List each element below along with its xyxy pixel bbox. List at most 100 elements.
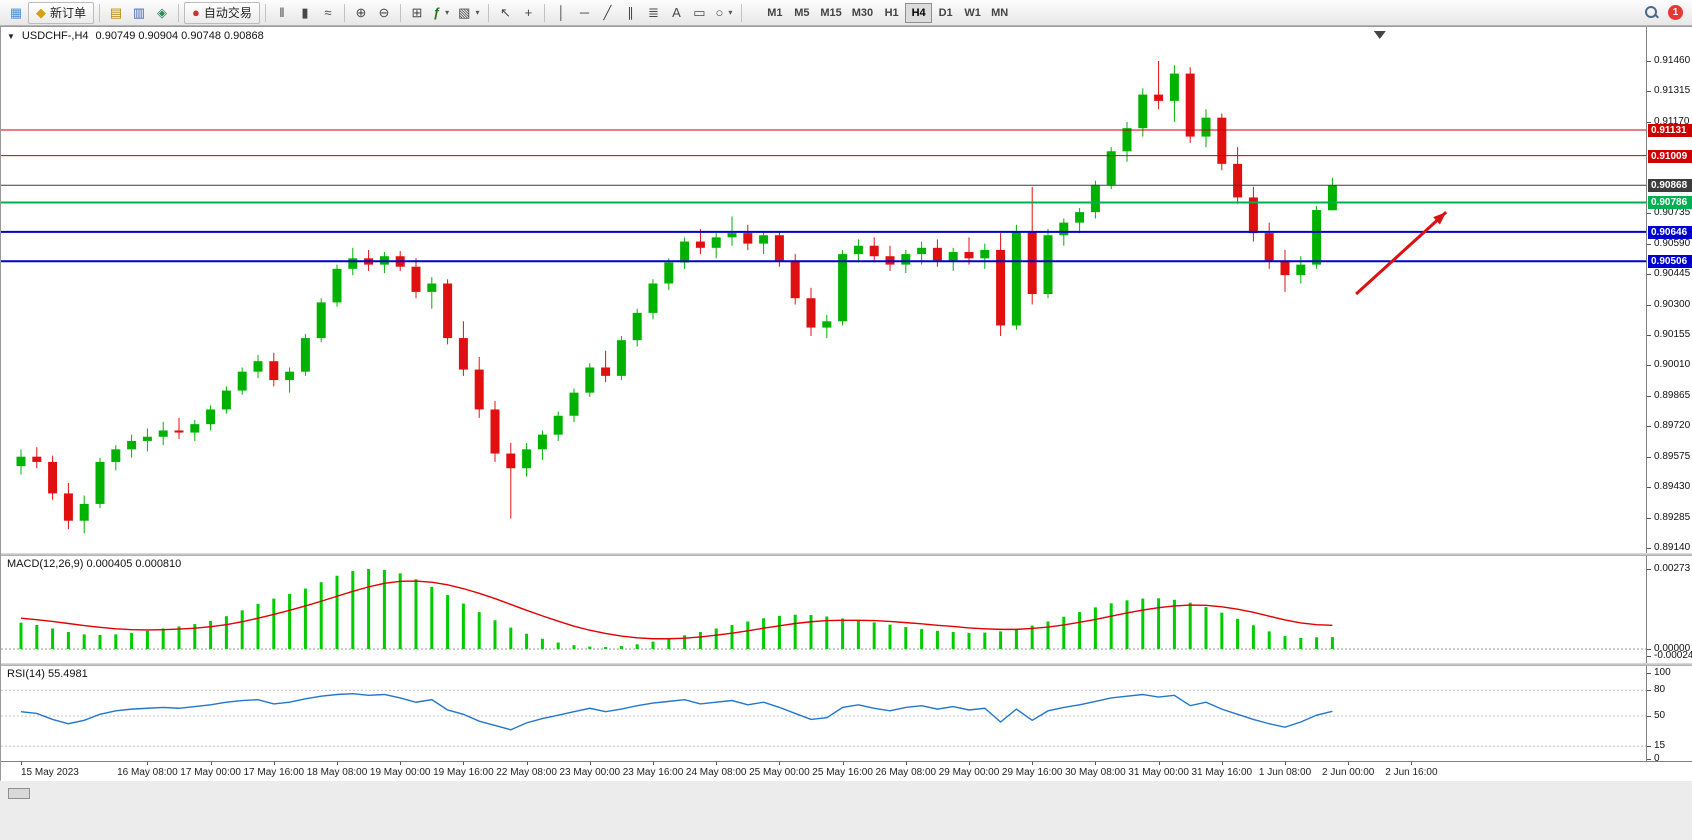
navigator-button[interactable]: ◈	[151, 2, 173, 24]
macd-histogram-bar	[967, 632, 971, 649]
time-axis-tick	[1221, 762, 1223, 765]
toolbar-separator	[178, 3, 180, 22]
time-axis-label: 19 May 00:00	[369, 767, 431, 778]
indicators-button[interactable]: ƒ ▾	[429, 2, 453, 24]
candle-body	[1280, 260, 1290, 276]
timeframe-button-m1[interactable]: M1	[761, 3, 788, 23]
rsi-axis-tick	[1647, 716, 1651, 717]
price-level-badge[interactable]: 0.90506	[1648, 255, 1692, 269]
timeframe-button-w1[interactable]: W1	[959, 3, 986, 23]
macd-histogram-bar	[1125, 600, 1129, 649]
macd-histogram-bar	[951, 632, 955, 649]
panel-splitter[interactable]	[1, 663, 1692, 666]
timeframe-button-m5[interactable]: M5	[788, 3, 815, 23]
profiles-button[interactable]: ▤	[105, 2, 127, 24]
candle-body	[269, 361, 279, 381]
label-tool-button[interactable]: ▭	[688, 2, 710, 24]
time-axis-label: 17 May 16:00	[243, 767, 305, 778]
candle-body	[1011, 231, 1021, 326]
time-axis[interactable]: 15 May 2023 16 May 08:00 17 May 00:00 17 Ma…	[1, 761, 1692, 781]
macd-histogram-bar	[1236, 618, 1240, 649]
notification-badge[interactable]: 1	[1668, 5, 1683, 20]
timeframe-button-m30[interactable]: M30	[847, 3, 878, 23]
trendline-tool-button[interactable]: ╱	[596, 2, 618, 24]
autotrade-button[interactable]: ● 自动交易	[184, 1, 260, 24]
indicators-icon: ƒ	[432, 5, 441, 20]
price-level-badge[interactable]: 0.91009	[1648, 149, 1692, 163]
vertical-line-tool-button[interactable]: │	[550, 2, 572, 24]
time-axis-tick	[1095, 762, 1097, 765]
price-level-badge[interactable]: 0.91131	[1648, 124, 1692, 138]
chart-menu-icon[interactable]: ▼	[7, 31, 15, 41]
price-tick-mark	[1647, 517, 1651, 519]
shapes-tool-button[interactable]: ○ ▾	[711, 2, 736, 24]
timeframe-button-h1[interactable]: H1	[878, 3, 905, 23]
crosshair-button[interactable]: +	[517, 2, 539, 24]
rsi-canvas[interactable]	[1, 666, 1646, 761]
new-order-button[interactable]: ◆ 新订单	[28, 1, 95, 24]
data-window-button[interactable]: ▥	[128, 2, 150, 24]
h-scrollbar-thumb[interactable]	[8, 788, 30, 799]
price-level-badge[interactable]: 0.90786	[1648, 196, 1692, 210]
horizontal-line-tool-button[interactable]: ─	[573, 2, 595, 24]
trend-arrow-head[interactable]	[1433, 212, 1447, 225]
candle-body	[932, 247, 942, 261]
templates-icon: ▧	[458, 5, 471, 20]
zoom-in-button[interactable]: ⊕	[350, 2, 372, 24]
fibonacci-icon: ≣	[648, 5, 659, 20]
candle-body	[664, 262, 674, 284]
price-tick-label: 0.90300	[1654, 298, 1691, 310]
ohlc-bars-button[interactable]: ‖	[271, 2, 293, 24]
timeframe-button-h4[interactable]: H4	[905, 2, 933, 23]
time-axis-tick	[21, 762, 22, 765]
candlestick-mode-button[interactable]: ▮	[294, 2, 316, 24]
timeframe-button-d1[interactable]: D1	[932, 3, 959, 23]
candle-body	[1090, 184, 1100, 213]
macd-histogram-bar	[572, 645, 576, 649]
candle-body	[1185, 73, 1195, 137]
macd-histogram-bar	[256, 603, 260, 649]
time-axis-tick	[337, 762, 338, 765]
cursor-button[interactable]: ↖	[494, 2, 516, 24]
new-order-icon: ◆	[36, 5, 46, 20]
time-axis-tick	[273, 762, 275, 765]
price-axis[interactable]: 0.91460 0.91315 0.91170 0.90735 0.90590 0.904…	[1646, 27, 1692, 764]
price-level-badge[interactable]: 0.90868	[1648, 179, 1692, 193]
time-axis-label: 15 May 2023	[21, 767, 79, 778]
macd-histogram-bar	[540, 638, 544, 649]
rsi-axis-tick	[1647, 673, 1651, 674]
zoom-out-button[interactable]: ⊖	[373, 2, 395, 24]
panel-splitter[interactable]	[1, 553, 1692, 556]
tile-windows-icon: ⊞	[411, 5, 423, 20]
candle-body	[348, 258, 358, 269]
macd-histogram-bar	[825, 616, 829, 649]
chart-shift-marker[interactable]	[1373, 31, 1386, 39]
templates-button[interactable]: ▧ ▾	[454, 2, 483, 24]
candle-body	[221, 390, 231, 410]
rsi-axis-tick	[1647, 690, 1651, 692]
candle-body	[774, 235, 784, 261]
candle-body	[743, 233, 753, 244]
time-axis-label: 18 May 08:00	[306, 767, 368, 778]
candle-body	[790, 260, 800, 299]
macd-canvas[interactable]	[1, 556, 1646, 663]
macd-histogram-bar	[888, 624, 892, 649]
fibonacci-tool-button[interactable]: ≣	[642, 2, 664, 24]
timeframe-button-mn[interactable]: MN	[986, 3, 1013, 23]
macd-histogram-bar	[904, 627, 908, 649]
time-axis-tick	[1032, 762, 1034, 765]
candle-body	[822, 321, 832, 328]
macd-histogram-bar	[714, 628, 718, 649]
search-button[interactable]	[1640, 2, 1663, 24]
line-chart-button[interactable]: ≈	[317, 2, 339, 24]
trend-arrow[interactable]	[1355, 211, 1448, 296]
time-axis-tick	[905, 762, 907, 765]
candle-body	[300, 338, 310, 372]
channel-tool-button[interactable]: ∥	[619, 2, 641, 24]
main-chart-canvas[interactable]	[1, 27, 1646, 553]
tile-windows-button[interactable]: ⊞	[406, 2, 428, 24]
price-level-badge[interactable]: 0.90646	[1648, 225, 1692, 239]
text-tool-button[interactable]: A	[665, 2, 687, 24]
timeframe-button-m15[interactable]: M15	[815, 3, 846, 23]
new-chart-button[interactable]: ▦	[5, 2, 27, 24]
